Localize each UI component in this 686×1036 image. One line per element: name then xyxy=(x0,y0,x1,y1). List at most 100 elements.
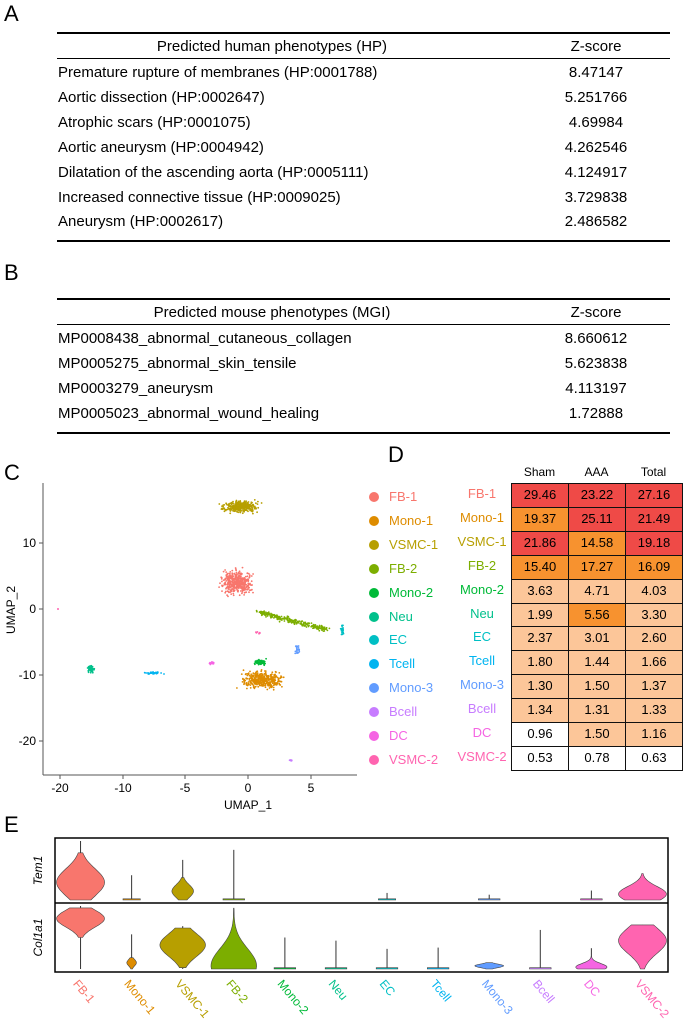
violin-body xyxy=(122,898,141,901)
violin-category-label: DC xyxy=(581,977,603,1000)
heatmap-cell: 27.16 xyxy=(625,483,683,508)
umap-point xyxy=(231,572,234,574)
umap-point xyxy=(218,586,221,588)
umap-point xyxy=(248,575,251,578)
violin-category-label: Tcell xyxy=(428,977,454,1004)
umap-point xyxy=(163,673,165,675)
umap-point xyxy=(278,615,281,618)
violin-body xyxy=(273,967,297,970)
umap-point xyxy=(265,616,267,618)
umap-point xyxy=(296,648,298,651)
violin-category-label: Mono-1 xyxy=(121,977,158,1017)
panel-label-d: D xyxy=(388,442,404,467)
umap-point xyxy=(296,650,298,653)
violin-category-label: Neu xyxy=(326,977,351,1003)
umap-point xyxy=(341,630,344,633)
umap-point xyxy=(221,580,223,583)
umap-point xyxy=(272,676,274,678)
umap-point xyxy=(256,683,258,686)
umap-point xyxy=(321,626,323,629)
legend-dot-icon xyxy=(369,731,379,741)
umap-point xyxy=(87,670,90,673)
umap-point xyxy=(241,502,243,505)
umap-point xyxy=(270,612,272,615)
heatmap-row-label: Mono-2 xyxy=(459,581,505,597)
heatmap-cell: 23.22 xyxy=(568,483,626,508)
umap-point xyxy=(256,659,259,662)
umap-point xyxy=(300,620,303,623)
heatmap-cell: 4.03 xyxy=(625,578,683,604)
umap-point xyxy=(232,589,235,592)
umap-point xyxy=(265,611,267,614)
umap-point xyxy=(303,621,305,624)
heatmap-cell: 1.99 xyxy=(511,602,569,628)
umap-point xyxy=(244,509,247,511)
umap-point xyxy=(237,575,240,577)
umap-point xyxy=(315,627,318,629)
umap-point xyxy=(253,506,255,508)
umap-point xyxy=(236,576,238,579)
umap-point xyxy=(209,663,212,666)
umap-point xyxy=(234,575,237,578)
umap-point xyxy=(145,672,148,674)
umap-point xyxy=(281,685,283,688)
umap-point xyxy=(307,625,310,628)
umap-point xyxy=(243,588,246,591)
heatmap-row-label: Neu xyxy=(470,605,494,621)
umap-point xyxy=(253,499,256,501)
umap-point xyxy=(326,629,329,632)
umap-point xyxy=(239,504,241,507)
umap-point xyxy=(243,580,246,583)
umap-point xyxy=(226,590,229,593)
umap-point xyxy=(248,503,251,506)
umap-point xyxy=(274,682,276,684)
violin-body xyxy=(426,967,450,970)
umap-point xyxy=(245,500,248,503)
x-tick-label: 5 xyxy=(308,781,315,795)
violin-category-label: Bcell xyxy=(530,977,557,1006)
umap-point xyxy=(265,679,268,682)
umap-point xyxy=(290,619,293,622)
umap-point xyxy=(274,679,277,682)
umap-point xyxy=(255,507,257,510)
heatmap-cell: 0.78 xyxy=(568,745,626,771)
umap-point xyxy=(243,682,246,684)
umap-point xyxy=(156,671,159,673)
umap-point xyxy=(232,581,235,584)
table-cell-zscore: 1.72888 xyxy=(568,405,624,422)
umap-point xyxy=(221,507,223,510)
umap-point xyxy=(299,622,302,625)
umap-point xyxy=(256,676,258,678)
umap-point xyxy=(266,676,268,679)
umap-point xyxy=(226,578,229,581)
umap-point xyxy=(234,573,237,576)
umap-point xyxy=(237,571,240,574)
heatmap-cell: 2.60 xyxy=(625,626,683,652)
table-cell-zscore: 4.262546 xyxy=(564,138,628,156)
heatmap-cell: 1.33 xyxy=(625,698,683,724)
violin-body xyxy=(375,967,399,970)
umap-point xyxy=(310,622,313,624)
heatmap-cell: 3.30 xyxy=(625,602,683,628)
umap-point xyxy=(259,663,262,666)
umap-point xyxy=(248,505,251,508)
umap-point xyxy=(268,613,271,616)
umap-point xyxy=(219,582,221,585)
table-cell-phenotype: Aortic aneurysm (HP:0004942) xyxy=(58,138,264,156)
umap-point xyxy=(260,674,263,677)
heatmap-cell: 17.27 xyxy=(568,554,626,580)
umap-point xyxy=(220,578,223,580)
violin-body xyxy=(474,962,504,970)
umap-point xyxy=(256,511,258,514)
umap-point xyxy=(239,580,241,583)
umap-point xyxy=(316,625,318,628)
umap-point xyxy=(221,590,223,592)
x-tick-label: -10 xyxy=(114,781,132,795)
umap-point xyxy=(244,673,247,676)
heatmap-cell: 14.58 xyxy=(568,530,626,556)
y-axis-label: UMAP_2 xyxy=(4,586,18,634)
umap-point xyxy=(245,580,248,583)
umap-point xyxy=(298,650,301,653)
umap-point xyxy=(250,679,253,682)
heatmap-cell: 0.96 xyxy=(511,722,569,747)
